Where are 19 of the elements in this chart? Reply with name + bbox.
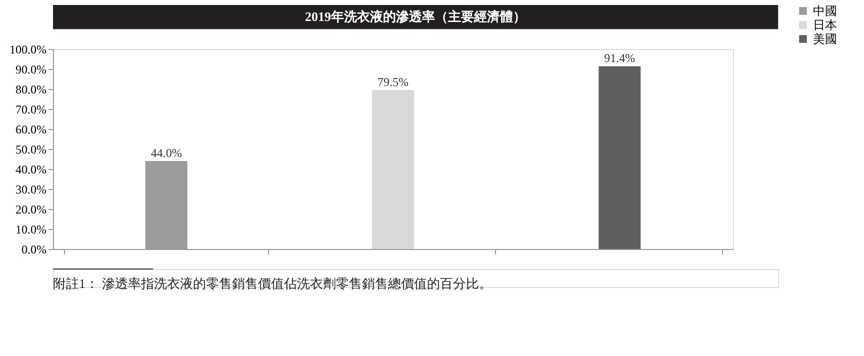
legend-label: 日本 bbox=[813, 18, 837, 32]
data-label: 79.5% bbox=[378, 75, 408, 89]
y-tick-label: 100.0% bbox=[10, 42, 46, 56]
y-tick-label: 30.0% bbox=[16, 182, 46, 196]
y-tick-label: 60.0% bbox=[16, 122, 46, 136]
text: 附註1： 滲透率指洗衣液的零售銷售價值佔洗衣劑零售銷售總價值的百分比。 bbox=[53, 276, 492, 291]
y-tick-label: 10.0% bbox=[16, 222, 46, 236]
data-label: 91.4% bbox=[604, 51, 636, 66]
y-tick-label: 50.0% bbox=[16, 142, 46, 156]
y-tick-label: 40.0% bbox=[16, 162, 46, 176]
legend-label: 美國 bbox=[813, 32, 837, 46]
y-tick-label: 80.0% bbox=[16, 82, 46, 96]
legend-label: 中國 bbox=[813, 4, 837, 18]
y-tick-label: 70.0% bbox=[16, 102, 46, 116]
y-tick-label: 90.0% bbox=[16, 62, 46, 76]
y-tick-label: 0.0% bbox=[22, 242, 46, 256]
chart-title: 2019年洗衣液的滲透率（主要經濟體） bbox=[305, 9, 526, 24]
data-label: 44.0% bbox=[150, 146, 182, 160]
y-tick-label: 20.0% bbox=[16, 202, 46, 216]
